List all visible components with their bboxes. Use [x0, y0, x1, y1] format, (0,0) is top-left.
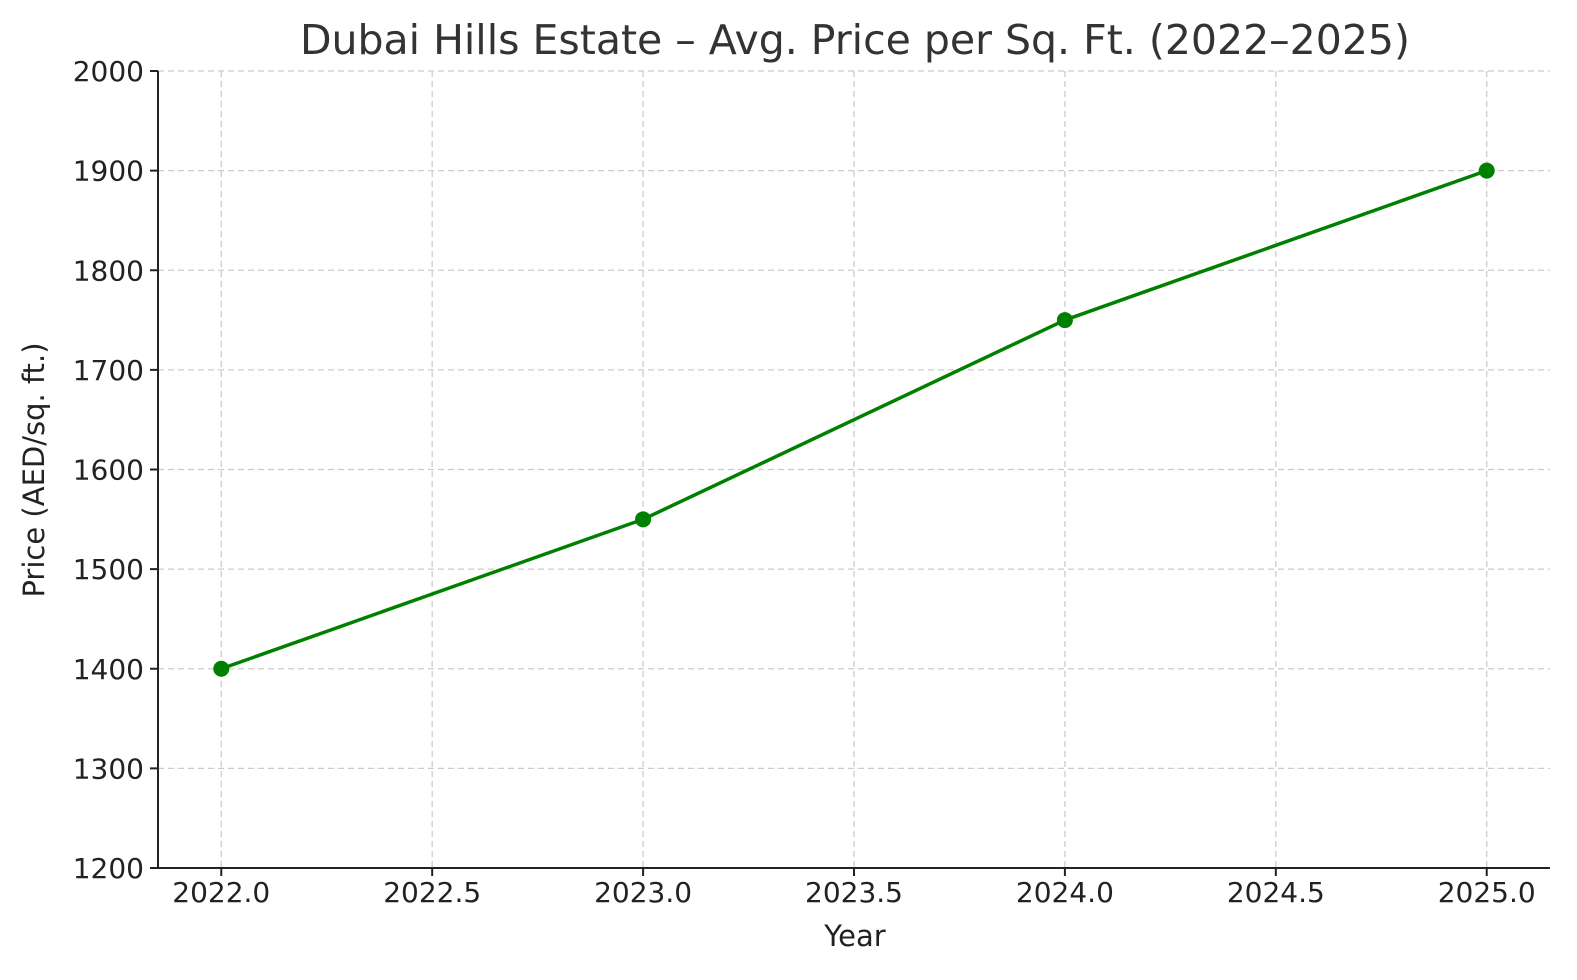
y-tick-label: 1300 [73, 752, 144, 785]
series-layer [213, 162, 1495, 677]
data-point [635, 511, 652, 528]
y-tick-label: 1900 [73, 155, 144, 188]
y-tick-label: 1700 [73, 354, 144, 387]
y-tick-label: 1500 [73, 553, 144, 586]
data-point [1478, 162, 1495, 179]
y-tick-label: 1200 [73, 852, 144, 885]
x-axis-label: Year [823, 919, 885, 953]
x-tick-label: 2024.5 [1227, 876, 1325, 909]
y-axis-label: Price (AED/sq. ft.) [17, 342, 51, 597]
x-tick-label: 2022.0 [172, 876, 270, 909]
x-tick-label: 2022.5 [383, 876, 481, 909]
y-tick-label: 1400 [73, 653, 144, 686]
x-tick-label: 2025.0 [1438, 876, 1536, 909]
x-tick-label: 2023.5 [805, 876, 903, 909]
x-tick-label: 2024.0 [1016, 876, 1114, 909]
y-tick-label: 1800 [73, 254, 144, 287]
data-point [213, 660, 230, 677]
y-tick-label: 2000 [73, 55, 144, 88]
data-point [1056, 312, 1073, 329]
grid-lines [158, 70, 1550, 869]
series-line [220, 168, 1488, 671]
x-tick-label: 2023.0 [594, 876, 692, 909]
chart-title: Dubai Hills Estate – Avg. Price per Sq. … [300, 16, 1410, 64]
y-tick-label: 1600 [73, 454, 144, 487]
axes: 2022.0 2022.5 2023.0 2023.5 2024.0 2024.5 2025… [73, 55, 1550, 909]
